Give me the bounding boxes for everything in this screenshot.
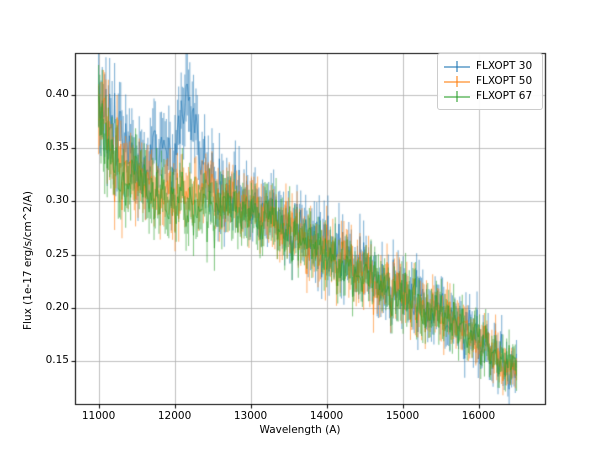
legend-item-flxopt-67[interactable]: FLXOPT 67: [444, 89, 535, 104]
errorbar-marker-icon: [444, 75, 470, 88]
legend-label: FLXOPT 67: [476, 90, 533, 102]
legend-item-flxopt-50[interactable]: FLXOPT 50: [444, 74, 535, 89]
y-tick-label: 0.15: [45, 353, 69, 366]
legend-label: FLXOPT 30: [476, 60, 533, 72]
legend-item-flxopt-30[interactable]: FLXOPT 30: [444, 59, 535, 74]
legend: FLXOPT 30 FLXOPT 50 FLXOPT 67: [437, 53, 543, 110]
x-tick-label: 14000: [309, 410, 344, 422]
y-tick-label: 0.30: [45, 194, 69, 207]
y-tick-label: 0.35: [45, 141, 69, 154]
y-tick-label: 0.40: [45, 88, 69, 100]
y-tick-label: 0.25: [45, 247, 69, 260]
x-tick-label: 15000: [385, 410, 420, 422]
x-tick-label: 16000: [461, 410, 496, 422]
errorbar-marker-icon: [444, 60, 470, 73]
errorbar-marker-icon: [444, 90, 470, 103]
x-tick-label: 13000: [233, 410, 268, 422]
x-tick-label: 11000: [81, 410, 116, 422]
x-axis-label: Wavelength (A): [259, 424, 341, 436]
y-tick-label: 0.20: [45, 300, 69, 313]
x-tick-label: 12000: [157, 410, 192, 422]
legend-label: FLXOPT 50: [476, 75, 533, 87]
